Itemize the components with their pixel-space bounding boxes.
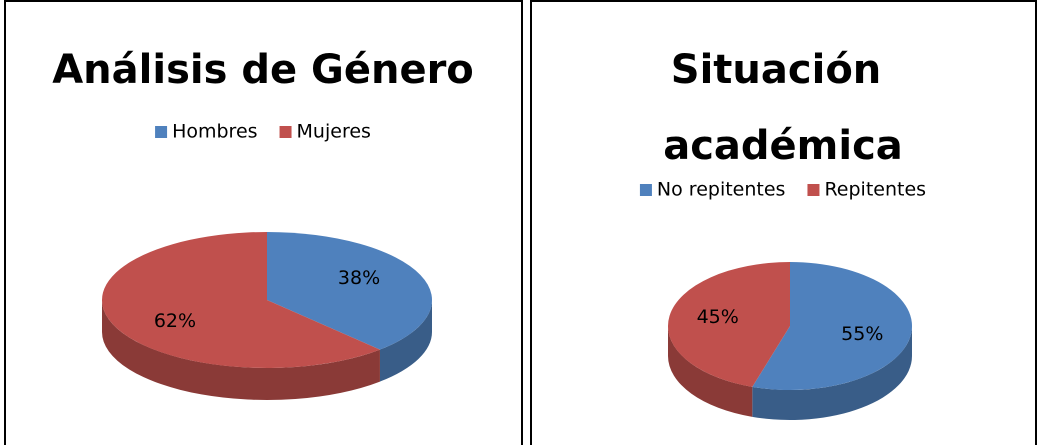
panel-border — [530, 0, 1037, 445]
slice — [101, 232, 380, 368]
data-label: 38% — [338, 267, 380, 289]
data-label: 62% — [154, 310, 196, 332]
slice-side — [102, 300, 380, 400]
legend-swatch — [639, 184, 652, 196]
legend-label: Repitentes — [824, 179, 926, 201]
slice-side — [379, 300, 432, 382]
slice-side — [668, 326, 753, 417]
slice-side — [752, 326, 912, 420]
legend-swatch — [807, 184, 820, 196]
legend: No repitentes Repitentes — [639, 179, 926, 201]
slice — [267, 232, 433, 350]
legend-label: Hombres — [172, 121, 257, 143]
chart-title: Análisis de Género — [52, 47, 474, 93]
data-label: 55% — [841, 323, 883, 345]
chart-title: Situación académica — [663, 47, 903, 169]
legend-label: Mujeres — [297, 121, 371, 143]
data-label: 45% — [697, 306, 739, 328]
slice — [668, 262, 790, 387]
legend-label: No repitentes — [657, 179, 786, 201]
slice — [752, 262, 912, 390]
legend-swatch — [279, 126, 292, 138]
legend: Hombres Mujeres — [155, 121, 371, 143]
panel-border — [4, 0, 523, 445]
legend-swatch — [155, 126, 168, 138]
